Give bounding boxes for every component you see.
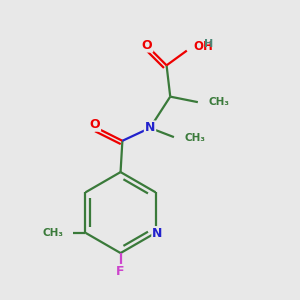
Text: N: N	[152, 227, 163, 240]
Text: H: H	[204, 39, 213, 49]
Text: CH₃: CH₃	[184, 133, 205, 143]
Text: O: O	[89, 118, 100, 131]
Text: O: O	[142, 39, 152, 52]
Text: CH₃: CH₃	[209, 97, 230, 107]
Text: F: F	[116, 265, 125, 278]
Text: OH: OH	[194, 40, 213, 53]
Text: CH₃: CH₃	[42, 228, 63, 238]
Text: N: N	[145, 122, 155, 134]
